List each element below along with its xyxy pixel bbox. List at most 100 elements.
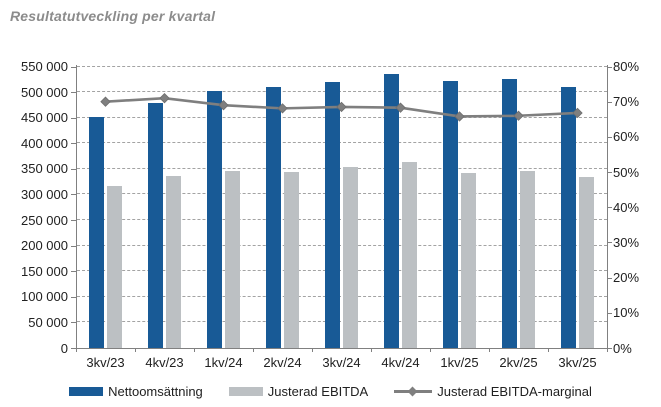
legend-label-ebitda-marginal: Justerad EBITDA-marginal [437, 383, 592, 399]
bar-nettoomsattning [384, 74, 399, 348]
diamond-marker-icon [407, 386, 418, 396]
x-axis-category-label: 4kv/24 [381, 355, 420, 370]
left-axis-tick-label: 500 000 [21, 84, 68, 100]
x-axis-category-label: 3kv/25 [558, 355, 597, 370]
right-axis-tick-label: 50% [613, 164, 640, 180]
right-axis-tick-label: 40% [613, 199, 640, 215]
right-axis-tick [607, 101, 612, 103]
bottom-axis-tick [253, 348, 254, 352]
bar-justerad-ebitda [166, 176, 181, 348]
left-axis-tick-label: 350 000 [21, 161, 68, 177]
bar-justerad-ebitda [461, 172, 476, 348]
bottom-axis-tick [371, 348, 372, 352]
gridline [77, 295, 607, 297]
bottom-axis-line [76, 348, 608, 349]
bar-nettoomsattning [89, 116, 104, 348]
bottom-axis-tick [489, 348, 490, 352]
bar-nettoomsattning [561, 87, 576, 348]
left-axis-tick-label: 0 [60, 340, 68, 356]
gridline [77, 91, 607, 93]
right-axis-tick-label: 80% [613, 59, 640, 74]
right-axis-tick-label: 60% [613, 129, 640, 145]
gridline [77, 321, 607, 323]
bottom-axis-tick [548, 348, 549, 352]
x-axis-category-label: 3kv/24 [322, 355, 361, 370]
bar-justerad-ebitda [107, 185, 122, 348]
legend-label-justerad-ebitda: Justerad EBITDA [267, 383, 369, 399]
right-axis-tick [607, 242, 612, 244]
right-axis-tick [607, 136, 612, 138]
bar-nettoomsattning [325, 81, 340, 348]
left-axis-tick [71, 245, 76, 247]
bottom-axis-tick [194, 348, 195, 352]
bar-justerad-ebitda [579, 176, 594, 348]
bottom-axis-tick [607, 348, 608, 352]
left-axis-tick-label: 550 000 [21, 59, 68, 74]
right-axis-tick [607, 172, 612, 174]
right-axis-tick [607, 277, 612, 279]
left-axis-tick-label: 200 000 [21, 238, 68, 254]
ebitda-marginal-line-swatch-icon [394, 386, 433, 396]
gridline [77, 193, 607, 195]
right-axis-tick-label: 10% [613, 305, 640, 321]
right-axis-tick-label: 30% [613, 234, 640, 250]
left-axis-tick [71, 168, 76, 170]
left-axis-tick [71, 220, 76, 222]
bar-justerad-ebitda [520, 171, 535, 348]
bar-nettoomsattning [502, 78, 517, 348]
bar-justerad-ebitda [402, 162, 417, 348]
bar-nettoomsattning [443, 80, 458, 348]
right-axis-line [607, 64, 608, 348]
left-axis-tick [71, 92, 76, 94]
bottom-axis-tick [76, 348, 77, 352]
right-axis-tick [607, 66, 612, 68]
left-axis-tick [71, 117, 76, 119]
legend-label-nettoomsattning: Nettoomsättning [108, 383, 203, 399]
gridline [77, 219, 607, 221]
bar-nettoomsattning [207, 90, 222, 348]
gridline [77, 244, 607, 246]
left-axis-tick [71, 66, 76, 68]
left-axis-tick-label: 50 000 [28, 314, 68, 330]
bar-nettoomsattning [148, 103, 163, 348]
bottom-axis-tick [312, 348, 313, 352]
right-axis-tick-label: 70% [613, 94, 640, 110]
chart-title: Resultatutveckling per kvartal [10, 8, 216, 24]
left-axis-line [76, 64, 77, 348]
x-axis-category-label: 1kv/24 [204, 355, 243, 370]
gridline [77, 270, 607, 272]
bar-justerad-ebitda [343, 166, 358, 348]
legend-item-nettoomsattning: Nettoomsättning [69, 384, 203, 399]
x-axis-category-label: 2kv/24 [263, 355, 302, 370]
left-axis-tick-label: 100 000 [21, 289, 68, 305]
nettoomsattning-bar-swatch-icon [69, 386, 104, 396]
legend: Nettoomsättning Justerad EBITDA Justerad… [0, 381, 661, 401]
left-axis-tick-label: 450 000 [21, 110, 68, 126]
x-axis-category-label: 2kv/25 [499, 355, 538, 370]
left-axis-tick-label: 400 000 [21, 135, 68, 151]
bottom-axis-tick [135, 348, 136, 352]
right-axis-tick-label: 20% [613, 270, 640, 286]
right-axis-tick [607, 207, 612, 209]
legend-item-justerad-ebitda: Justerad EBITDA [228, 383, 369, 399]
left-axis-tick-label: 300 000 [21, 186, 68, 202]
gridline [77, 167, 607, 169]
legend-item-ebitda-marginal: Justerad EBITDA-marginal [394, 384, 592, 399]
left-axis-tick [71, 271, 76, 273]
x-axis-category-label: 1kv/25 [440, 355, 479, 370]
bar-justerad-ebitda [284, 171, 299, 348]
x-axis-category-label: 4kv/23 [145, 355, 184, 370]
left-axis-tick [71, 322, 76, 324]
justerad-ebitda-bar-swatch-icon [228, 386, 263, 396]
left-axis-tick [71, 143, 76, 145]
gridline [77, 65, 607, 67]
right-axis-tick [607, 312, 612, 314]
gridline [77, 142, 607, 144]
left-axis-tick [71, 194, 76, 196]
bar-nettoomsattning [266, 87, 281, 348]
right-axis-tick [607, 348, 612, 349]
left-axis-tick [71, 296, 76, 298]
bar-justerad-ebitda [225, 171, 240, 348]
right-axis-tick-label: 0% [613, 340, 632, 356]
